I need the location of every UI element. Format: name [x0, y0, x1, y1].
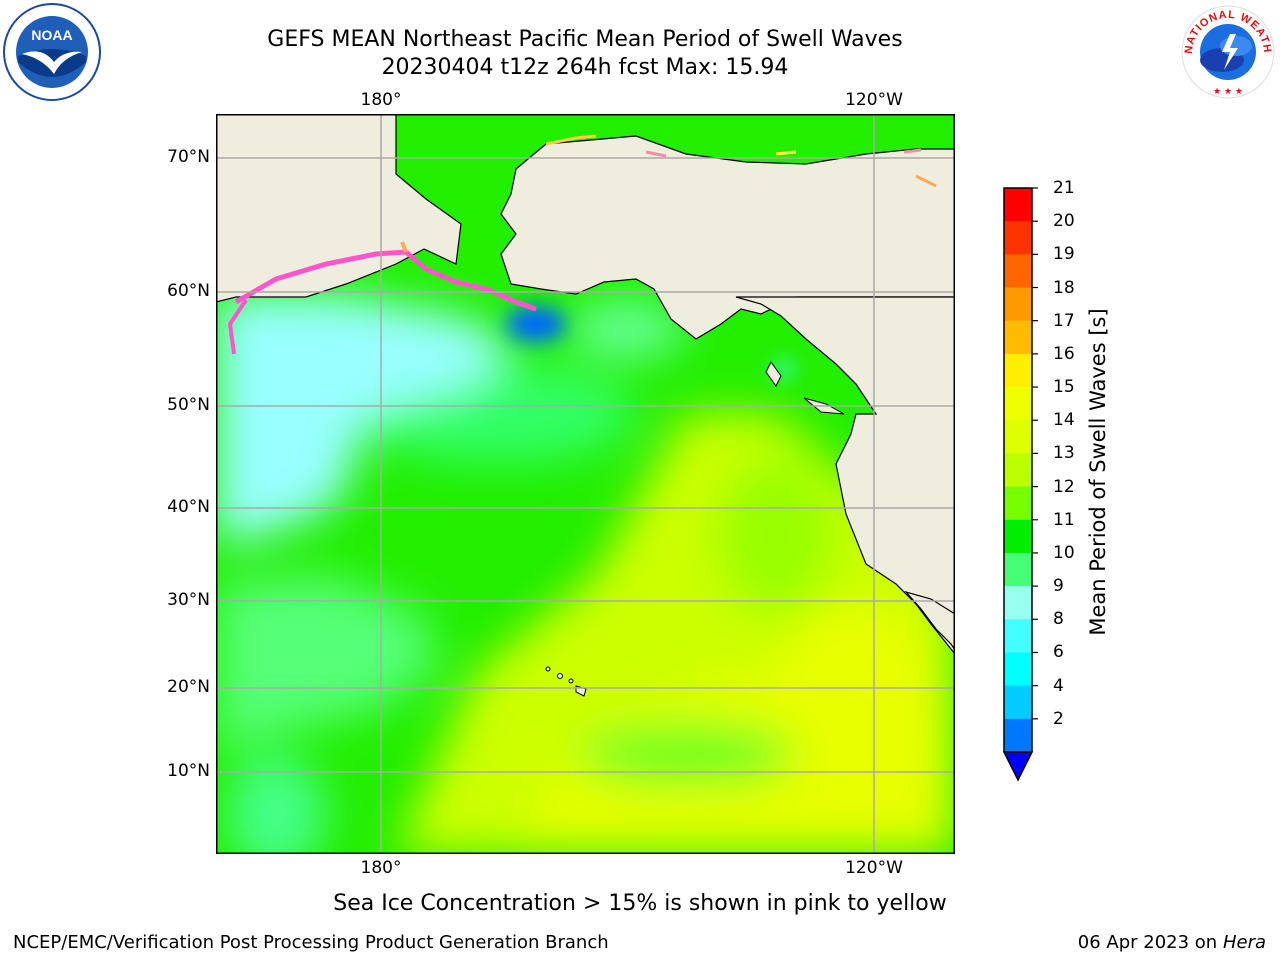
lat-label-30n: 30°N [167, 590, 210, 610]
colorbar-segment [1004, 420, 1032, 454]
colorbar-tick-label: 15 [1053, 377, 1075, 398]
colorbar-label: Mean Period of Swell Waves [s] [1086, 308, 1110, 636]
colorbar-segment [1004, 519, 1032, 554]
colorbar-tick-label: 14 [1053, 410, 1075, 431]
colorbar-tick-label: 11 [1053, 509, 1075, 530]
lat-label-50n: 50°N [167, 395, 210, 415]
colorbar-segment [1004, 552, 1032, 587]
colorbar-segment [1004, 221, 1032, 255]
map-panel [216, 114, 955, 854]
colorbar-tick-label: 12 [1053, 476, 1075, 497]
colorbar-tick-label: 21 [1053, 178, 1075, 198]
lon-label-top-120w: 120°W [845, 90, 903, 110]
lat-label-10n: 10°N [167, 761, 210, 781]
colorbar-tick-label: 8 [1053, 609, 1064, 630]
lon-label-bottom-120w: 120°W [845, 858, 903, 878]
colorbar-segment [1004, 188, 1032, 222]
colorbar-tick-label: 17 [1053, 310, 1075, 331]
colorbar-tick-label: 18 [1053, 277, 1075, 298]
land-masses [216, 114, 955, 655]
map-subtitle: 20230404 t12z 264h fcst Max: 15.94 [381, 55, 789, 80]
colorbar-segment [1004, 387, 1032, 421]
colorbar-tick-label: 4 [1053, 675, 1064, 696]
graticule [216, 114, 955, 854]
footer-credit: NCEP/EMC/Verification Post Processing Pr… [13, 932, 609, 953]
colorbar-segment [1004, 287, 1032, 322]
swell-period-field [216, 294, 955, 854]
colorbar-tick-label: 13 [1053, 443, 1075, 464]
colorbar-tick-label: 2 [1053, 708, 1064, 729]
colorbar-frame [1003, 187, 1033, 753]
colorbar-segment [1004, 652, 1032, 687]
colorbar-segment [1004, 685, 1032, 720]
map-title: GEFS MEAN Northeast Pacific Mean Period … [267, 27, 903, 52]
colorbar-tick-label: 9 [1053, 576, 1064, 597]
colorbar-segment [1004, 254, 1032, 289]
nws-logo: NATIONAL WEATHER SERVICE ★ ★ ★ [1177, 0, 1275, 99]
colorbar-segment [1004, 619, 1032, 653]
noaa-logo-text: NOAA [31, 27, 72, 43]
lat-label-60n: 60°N [167, 281, 210, 301]
map-frame [216, 114, 955, 854]
noaa-logo: NOAA [3, 3, 101, 101]
colorbar-tick-label: 19 [1053, 244, 1075, 265]
lat-label-70n: 70°N [167, 147, 210, 167]
colorbar [1002, 187, 1038, 782]
colorbar-segment [1004, 453, 1032, 488]
colorbar-tick-label: 6 [1053, 642, 1064, 663]
colorbar-segment [1004, 486, 1032, 521]
colorbar-segment [1004, 718, 1032, 753]
lon-label-bottom-180: 180° [360, 858, 402, 878]
footer-date: 06 Apr 2023 on Hera [1078, 932, 1266, 953]
footer-host: Hera [1222, 932, 1266, 953]
svg-text:★ ★ ★: ★ ★ ★ [1213, 87, 1243, 97]
sea-ice-edge [227, 134, 937, 355]
colorbar-extend-arrow [1002, 751, 1034, 782]
colorbar-segment [1004, 320, 1032, 355]
footer-date-text: 06 Apr 2023 on [1077, 932, 1223, 953]
colorbar-segment [1004, 586, 1032, 620]
lat-label-40n: 40°N [167, 497, 210, 517]
colorbar-tick-label: 10 [1053, 542, 1075, 563]
lat-label-20n: 20°N [167, 677, 210, 697]
colorbar-segment [1004, 353, 1032, 388]
lon-label-top-180: 180° [360, 90, 402, 110]
colorbar-tick-label: 20 [1053, 211, 1075, 232]
sea-ice-note: Sea Ice Concentration > 15% is shown in … [333, 891, 947, 916]
colorbar-tick-label: 16 [1053, 343, 1075, 364]
